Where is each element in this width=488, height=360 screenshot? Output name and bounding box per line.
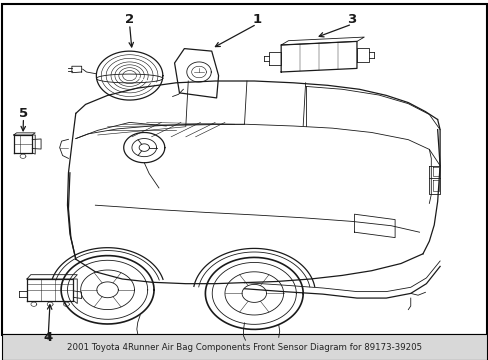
Text: 2001 Toyota 4Runner Air Bag Components Front Sensor Diagram for 89173-39205: 2001 Toyota 4Runner Air Bag Components F…: [67, 343, 421, 351]
Bar: [2, 334, 486, 360]
Text: 5: 5: [19, 107, 28, 120]
Text: 2: 2: [125, 13, 134, 26]
Text: 1: 1: [252, 13, 261, 26]
Text: 3: 3: [347, 13, 356, 26]
Text: 4: 4: [43, 331, 52, 344]
